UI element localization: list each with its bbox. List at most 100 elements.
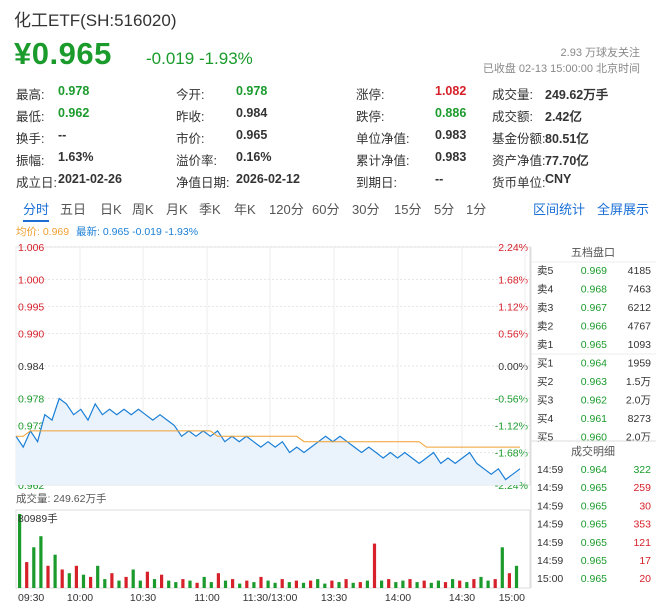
tab-6[interactable]: 年K (234, 202, 256, 217)
volume-bar (401, 580, 405, 588)
tab-5[interactable]: 季K (199, 202, 221, 217)
order-book-side: 买3 (537, 395, 553, 407)
volume-bar (507, 573, 511, 588)
stock-title: 化工ETF(SH:516020) (14, 11, 177, 30)
quote-label: 跌停: (356, 110, 385, 124)
volume-bar (160, 574, 164, 588)
volume-frame (15, 509, 531, 589)
volume-bar (280, 579, 284, 588)
order-book-volume: 8273 (628, 413, 652, 425)
pct-tick-label: 1.12% (498, 302, 528, 314)
quote-label: 成交额: (492, 110, 533, 124)
pct-tick-label: -1.68% (495, 448, 528, 460)
tick-time: 14:59 (537, 464, 563, 476)
quote-value: 249.62万手 (545, 88, 609, 102)
volume-bar (493, 579, 497, 588)
tab-9[interactable]: 30分 (352, 202, 380, 217)
volume-bar (344, 579, 348, 588)
quote-row: 成立日: 2021-02-26 净值日期: 2026-02-12 到期日: -- 货币单位:… (16, 172, 646, 194)
volume-bar (500, 547, 504, 588)
order-book-price: 0.967 (581, 302, 607, 314)
tab-8[interactable]: 60分 (312, 202, 340, 217)
volume-bar (472, 579, 476, 588)
quote-value: 0.886 (435, 106, 467, 120)
tab-3[interactable]: 周K (132, 202, 154, 217)
y-tick-label: 0.995 (18, 302, 44, 314)
tab-0[interactable]: 分时 (23, 199, 50, 222)
quote-value: 0.962 (58, 106, 90, 120)
quote-value: 77.70亿 (545, 154, 589, 168)
intraday-chart[interactable]: 1.006 2.24% 1.000 1.68% 0.995 1.12% 0.990 0.56%… (0, 236, 656, 615)
volume-bar (252, 582, 256, 588)
current-price: ¥0.965 (14, 36, 112, 71)
volume-bar (266, 580, 270, 588)
quote-label: 涨停: (356, 88, 385, 102)
x-tick-label: 15:00 (499, 592, 525, 604)
volume-bar (117, 580, 121, 588)
order-book-price: 0.968 (581, 284, 607, 296)
tab-12[interactable]: 1分 (466, 202, 487, 217)
fullscreen-link[interactable]: 全屏展示 (597, 202, 650, 217)
order-book-price: 0.969 (581, 265, 607, 277)
y-tick-label: 0.973 (18, 421, 44, 433)
volume-bar (422, 580, 426, 588)
quote-value: CNY (545, 172, 572, 186)
quote-row: 最高: 0.978 今开: 0.978 涨停: 1.082 成交量: 249.62万手 (16, 84, 646, 106)
change-percent: -1.93% (198, 49, 253, 68)
tab-7[interactable]: 120分 (269, 202, 304, 217)
tab-11[interactable]: 5分 (434, 202, 455, 217)
volume-bar (415, 582, 419, 588)
volume-bar (245, 580, 249, 588)
volume-bar (429, 582, 433, 588)
quote-row: 换手: -- 市价: 0.965 单位净值: 0.983 基金份额: 80.51亿 (16, 128, 646, 150)
x-tick-label: 14:30 (449, 592, 475, 604)
x-tick-label: 11:30/13:00 (243, 592, 298, 604)
tick-time: 14:59 (537, 500, 563, 512)
volume-bar (394, 582, 398, 588)
tab-2[interactable]: 日K (100, 202, 122, 217)
tick-price: 0.965 (581, 519, 607, 531)
volume-bar (174, 582, 178, 588)
volume-bar (451, 579, 455, 588)
tick-volume: 17 (639, 555, 651, 567)
quote-label: 资产净值: (492, 154, 546, 168)
tick-price: 0.965 (581, 573, 607, 585)
volume-bar (443, 582, 448, 588)
order-book-side: 卖4 (537, 284, 553, 296)
quote-label: 最高: (16, 88, 45, 102)
order-book-volume: 1.5万 (626, 376, 651, 388)
quote-label: 货币单位: (492, 176, 546, 190)
volume-bar (131, 569, 135, 588)
order-book-volume: 1959 (628, 358, 652, 370)
volume-bar (67, 573, 71, 588)
order-book-volume: 4185 (628, 265, 652, 277)
volume-bar (145, 571, 149, 588)
volume-label: 成交量: 249.62万手 (16, 492, 106, 505)
volume-bar (202, 576, 206, 588)
volume-bar (81, 574, 86, 588)
order-book-side: 买4 (537, 413, 553, 425)
tab-1[interactable]: 五日 (60, 202, 87, 217)
quote-label: 换手: (16, 132, 45, 146)
volume-bar (74, 565, 78, 588)
quote-label: 基金份额: (492, 132, 546, 146)
volume-bar (259, 576, 263, 588)
volume-bar (96, 565, 100, 588)
quote-label: 市价: (176, 132, 205, 146)
followers-count[interactable]: 2.93 万球友关注 (560, 47, 640, 59)
volume-bar (152, 579, 157, 588)
tab-4[interactable]: 月K (166, 202, 188, 217)
volume-bar (60, 569, 64, 588)
avg-price-line (16, 430, 520, 448)
quote-label: 溢价率: (176, 154, 217, 168)
volume-bar (458, 580, 462, 588)
quote-label: 成交量: (492, 88, 533, 102)
pct-tick-label: 2.24% (498, 242, 528, 254)
volume-bar (479, 576, 483, 588)
volume-bar (408, 579, 412, 588)
volume-bar (316, 579, 320, 588)
tab-10[interactable]: 15分 (394, 202, 422, 217)
order-book-volume: 2.0万 (626, 395, 651, 407)
interval-stats-link[interactable]: 区间统计 (533, 202, 586, 217)
volume-bar (330, 580, 334, 588)
